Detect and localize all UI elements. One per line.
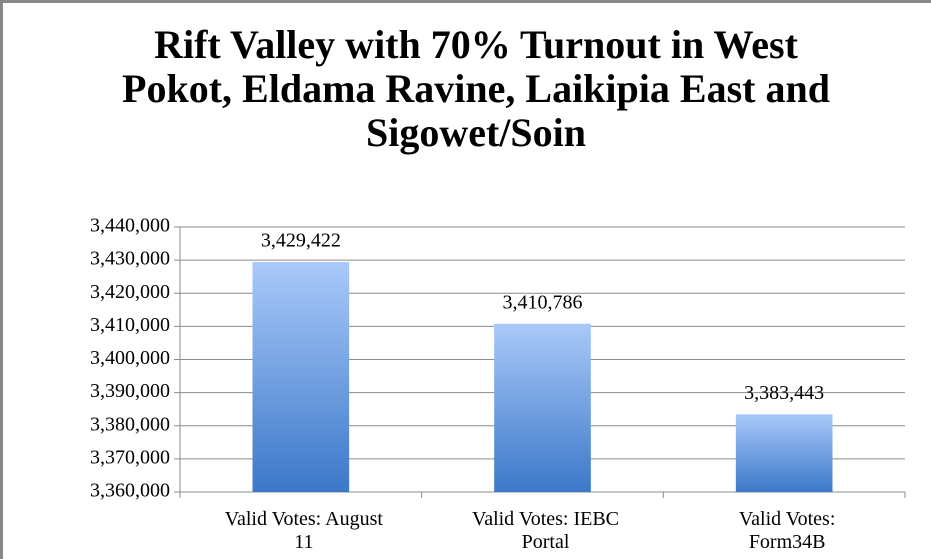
plot: 3,360,000 3,370,000 3,380,000 3,390,000 3,40…	[90, 215, 906, 502]
data-label: 3,429,422	[261, 230, 341, 252]
data-label: 3,410,786	[503, 291, 583, 313]
y-tick-label: 3,390,000	[90, 380, 170, 402]
chart-title: Rift Valley with 70% Turnout in West Pok…	[122, 22, 830, 155]
x-tick-label: Valid Votes: Form34B	[738, 508, 836, 553]
bar	[735, 414, 833, 492]
y-tick-label: 3,430,000	[90, 248, 170, 270]
y-tick-label: 3,400,000	[90, 347, 170, 369]
bar	[494, 323, 591, 492]
y-tick-label: 3,360,000	[90, 480, 170, 502]
x-tick-label: Valid Votes: IEBC Portal	[471, 508, 620, 553]
x-tick-label: Valid Votes: August 11	[224, 508, 383, 553]
data-label: 3,383,443	[744, 382, 824, 404]
y-tick-label: 3,380,000	[90, 413, 170, 435]
y-tick-label: 3,410,000	[90, 314, 170, 336]
y-tick-label: 3,370,000	[90, 446, 170, 468]
bar	[252, 262, 350, 492]
y-tick-label: 3,420,000	[90, 281, 170, 303]
y-tick-label: 3,440,000	[90, 215, 170, 237]
